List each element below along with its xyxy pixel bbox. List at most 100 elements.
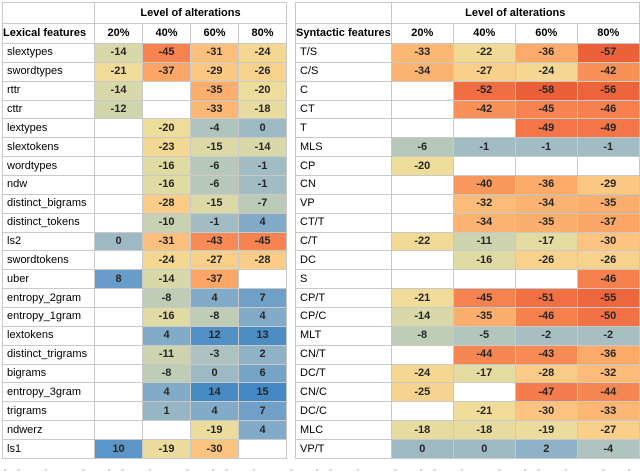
heatmap-cell: -45 xyxy=(238,231,287,252)
column-header-40: 40% xyxy=(142,23,191,44)
syntactic-table-body: T/S -33 -22 -36 -57 C/S -34 -27 -24 -42 C -52 -58 -56… xyxy=(295,43,640,459)
heatmap-cell xyxy=(390,193,454,214)
heatmap-cell: -3 xyxy=(190,344,239,365)
heatmap-cell xyxy=(142,99,191,120)
heatmap-cell: -15 xyxy=(190,137,239,158)
table-row: S -46 xyxy=(295,269,640,290)
table-row: Lexical features 20% 40% 60% 80% xyxy=(2,23,287,44)
heatmap-cell: -24 xyxy=(390,363,454,384)
table-row: T -49 -49 xyxy=(295,118,640,139)
feature-label: distinct_tokens xyxy=(2,212,95,233)
table-row: ls2 0 -31 -43 -45 xyxy=(2,231,287,252)
heatmap-cell: -11 xyxy=(142,344,191,365)
heatmap-cell: 10 xyxy=(94,439,143,459)
heatmap-cell: -31 xyxy=(190,43,239,63)
heatmap-cell: -34 xyxy=(390,61,454,82)
heatmap-cell: -27 xyxy=(190,250,239,271)
heatmap-cell: -30 xyxy=(576,231,640,252)
heatmap-cell: -43 xyxy=(514,344,578,365)
heatmap-cell: -44 xyxy=(452,344,516,365)
column-header-60: 60% xyxy=(514,23,578,44)
feature-label: trigrams xyxy=(2,401,95,422)
heatmap-cell: -28 xyxy=(142,193,191,214)
heatmap-cell xyxy=(390,99,454,120)
heatmap-cell: -34 xyxy=(514,193,578,214)
feature-label: cttr xyxy=(2,99,95,120)
heatmap-cell xyxy=(94,363,143,384)
feature-label: DC xyxy=(295,250,392,271)
heatmap-cell: -16 xyxy=(142,156,191,177)
heatmap-cell: -46 xyxy=(576,269,640,290)
feature-label: CN/T xyxy=(295,344,392,365)
table-row: entropy_1gram -16 -8 4 xyxy=(2,307,287,327)
heatmap-cell: -51 xyxy=(514,288,578,309)
heatmap-cell xyxy=(94,382,143,403)
heatmap-cell: -27 xyxy=(452,61,516,82)
heatmap-cell: -52 xyxy=(452,80,516,101)
heatmap-cell: -35 xyxy=(576,193,640,214)
heatmap-cell: -16 xyxy=(452,250,516,271)
heatmap-cell: -14 xyxy=(142,269,191,290)
feature-label: swordtokens xyxy=(2,250,95,271)
heatmap-cell: -31 xyxy=(142,231,191,252)
heatmap-cell: 15 xyxy=(238,382,287,403)
heatmap-cell xyxy=(94,156,143,177)
heatmap-cell: -20 xyxy=(142,118,191,139)
heatmap-cell xyxy=(452,269,516,290)
heatmap-cell: -50 xyxy=(576,307,640,327)
heatmap-cell: -1 xyxy=(190,212,239,233)
feature-label: T xyxy=(295,118,392,139)
heatmap-cell: -33 xyxy=(190,99,239,120)
table-row: CP/C -14 -35 -46 -50 xyxy=(295,307,640,327)
heatmap-cell: -12 xyxy=(94,99,143,120)
heatmap-cell: -56 xyxy=(576,80,640,101)
feature-label: entropy_3gram xyxy=(2,382,95,403)
heatmap-cell: 4 xyxy=(190,288,239,309)
table-row: C/T -22 -11 -17 -30 xyxy=(295,231,640,252)
feature-label: DC/T xyxy=(295,363,392,384)
heatmap-cell: -24 xyxy=(142,250,191,271)
heatmap-cell: -43 xyxy=(190,231,239,252)
heatmap-cell: -35 xyxy=(514,212,578,233)
heatmap-cell: -26 xyxy=(576,250,640,271)
feature-label: wordtypes xyxy=(2,156,95,177)
heatmap-cell xyxy=(94,307,143,327)
heatmap-cell: -1 xyxy=(514,137,578,158)
heatmap-cell xyxy=(142,420,191,441)
heatmap-cell xyxy=(94,175,143,195)
feature-label: C xyxy=(295,80,392,101)
heatmap-cell xyxy=(514,269,578,290)
heatmap-cell: -2 xyxy=(576,325,640,346)
heatmap-cell: -42 xyxy=(576,61,640,82)
heatmap-cell: 4 xyxy=(142,325,191,346)
feature-label: C/S xyxy=(295,61,392,82)
heatmap-cell: -4 xyxy=(190,118,239,139)
heatmap-cell: -45 xyxy=(514,99,578,120)
table-row: MLT -8 -5 -2 -2 xyxy=(295,325,640,346)
table-row: entropy_3gram 4 14 15 xyxy=(2,382,287,403)
feature-label: distinct_trigrams xyxy=(2,344,95,365)
heatmap-cell: -18 xyxy=(452,420,516,441)
heatmap-cell: -26 xyxy=(238,61,287,82)
heatmap-cell xyxy=(94,137,143,158)
heatmap-cell: 12 xyxy=(190,325,239,346)
heatmap-cell: -45 xyxy=(452,288,516,309)
feature-column-header: Syntactic features xyxy=(295,23,392,44)
cropped-caption xyxy=(4,468,632,473)
column-header-20: 20% xyxy=(94,23,143,44)
feature-label: lextokens xyxy=(2,325,95,346)
heatmap-cell: -8 xyxy=(390,325,454,346)
heatmap-cell: -15 xyxy=(190,193,239,214)
heatmap-cell: -14 xyxy=(238,137,287,158)
heatmap-cell: -58 xyxy=(514,80,578,101)
table-row: CT -42 -45 -46 xyxy=(295,99,640,120)
heatmap-cell xyxy=(94,420,143,441)
heatmap-cell xyxy=(94,401,143,422)
column-header-40: 40% xyxy=(452,23,516,44)
heatmap-cell: -17 xyxy=(514,231,578,252)
heatmap-cell: -23 xyxy=(142,137,191,158)
heatmap-cell: -49 xyxy=(576,118,640,139)
heatmap-cell: -16 xyxy=(142,175,191,195)
table-row: cttr -12 -33 -18 xyxy=(2,99,287,120)
